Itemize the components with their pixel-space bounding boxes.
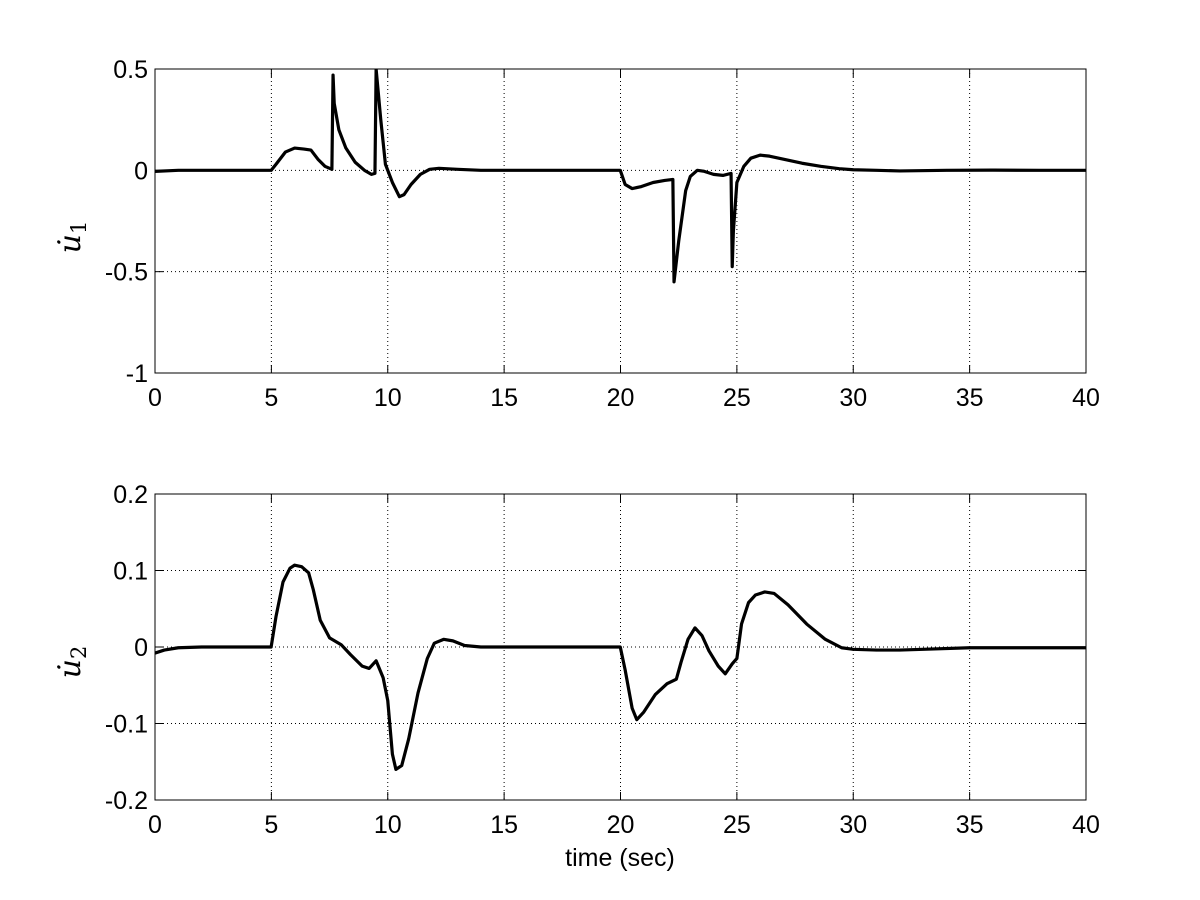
top-y-tick-label: 0.5 bbox=[113, 56, 148, 84]
top-x-tick-label: 5 bbox=[264, 384, 278, 412]
bottom-y-axis-label-symbol: u̇ bbox=[53, 659, 88, 678]
bottom-x-tick-label: 20 bbox=[607, 811, 635, 839]
top-series-line-1 bbox=[155, 69, 1086, 284]
top-x-tick-label: 40 bbox=[1072, 384, 1100, 412]
top-x-tick-label: 20 bbox=[607, 384, 635, 412]
top-x-tick-label: 35 bbox=[956, 384, 984, 412]
top-x-tick-label: 30 bbox=[839, 384, 867, 412]
top-subplot: u̇1 0 5 10 15 20 25 30 35 40 -1 -0.5 0 0.5 bbox=[53, 56, 1100, 412]
top-x-tick-label: 25 bbox=[723, 384, 751, 412]
bottom-x-tick-label: 25 bbox=[723, 811, 751, 839]
bottom-y-tick-label: 0 bbox=[134, 634, 148, 662]
bottom-y-tick-label: 0.1 bbox=[113, 558, 148, 586]
bottom-x-tick-label: 0 bbox=[148, 811, 162, 839]
bottom-y-tick-label: 0.2 bbox=[113, 481, 148, 509]
top-y-axis-label-subscript: 1 bbox=[67, 221, 91, 234]
bottom-x-tick-label: 5 bbox=[264, 811, 278, 839]
bottom-x-tick-label: 15 bbox=[490, 811, 518, 839]
bottom-x-tick-label: 10 bbox=[374, 811, 402, 839]
top-y-tick-label: -0.5 bbox=[105, 259, 148, 287]
top-x-tick-label: 0 bbox=[148, 384, 162, 412]
top-x-tick-label: 15 bbox=[490, 384, 518, 412]
top-y-tick-label: 0 bbox=[134, 157, 148, 185]
bottom-x-tick-label: 30 bbox=[839, 811, 867, 839]
bottom-y-tick-label: -0.2 bbox=[105, 787, 148, 815]
top-x-tick-label: 10 bbox=[374, 384, 402, 412]
bottom-axes-box bbox=[154, 493, 1087, 801]
bottom-subplot: u̇2 time (sec) 0 5 10 15 20 25 30 35 40-0.2-0.10… bbox=[53, 481, 1100, 872]
bottom-y-axis-label: u̇2 bbox=[53, 646, 91, 679]
bottom-x-tick-label: 35 bbox=[956, 811, 984, 839]
bottom-y-tick-label: -0.1 bbox=[105, 711, 148, 739]
top-y-tick-label: -1 bbox=[126, 360, 148, 388]
bottom-y-axis-label-subscript: 2 bbox=[67, 646, 91, 659]
top-axes-box bbox=[154, 68, 1087, 374]
bottom-x-tick-label: 40 bbox=[1072, 811, 1100, 839]
x-axis-label: time (sec) bbox=[565, 844, 675, 872]
top-y-axis-label-symbol: u̇ bbox=[53, 234, 88, 253]
bottom-series-line-1 bbox=[155, 563, 1086, 771]
top-y-axis-label: u̇1 bbox=[53, 221, 91, 254]
